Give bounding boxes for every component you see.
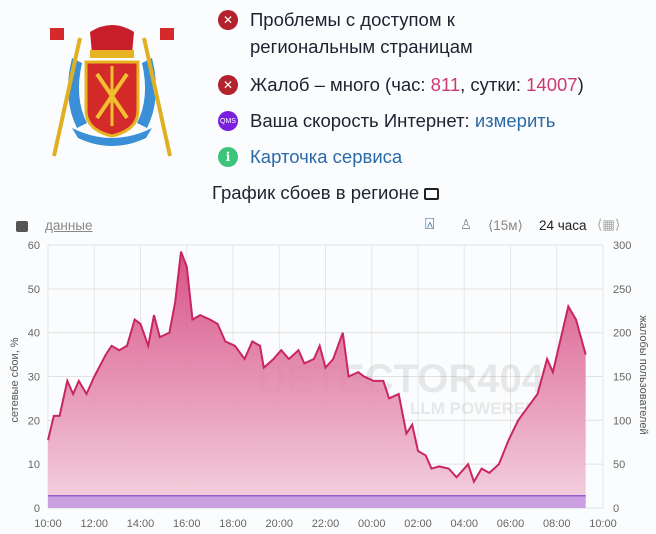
y2-tick-label: 100 — [613, 415, 631, 427]
interval-selector[interactable]: ⟨15м⟩ — [488, 218, 523, 233]
y-tick-label: 60 — [28, 240, 40, 252]
y-tick-label: 0 — [34, 503, 40, 515]
x-tick-label: 10:00 — [589, 518, 617, 530]
error-icon: ✕ — [218, 10, 238, 30]
camera-icon[interactable] — [16, 221, 28, 232]
period-label[interactable]: 24 часа — [539, 218, 587, 233]
info-icon: i — [218, 147, 238, 167]
svg-text:LLM POWERED: LLM POWERED — [410, 399, 538, 418]
calendar-icon[interactable]: ⟨▦⟩ — [597, 217, 621, 232]
y2-tick-label: 150 — [613, 372, 631, 384]
failures-line — [47, 251, 587, 485]
complaints-day: 14007 — [526, 74, 578, 95]
y2-axis-label: жалобы пользователей — [637, 315, 649, 434]
x-tick-label: 10:00 — [34, 518, 62, 530]
status-complaints: ✕ Жалоб – много (час: 811, сутки: 14007) — [218, 71, 584, 98]
y-tick-label: 30 — [28, 372, 40, 384]
status-access-problem: ✕ Проблемы с доступом к региональным стра… — [218, 6, 473, 60]
error-icon: ✕ — [218, 75, 238, 95]
x-tick-label: 14:00 — [127, 518, 155, 530]
saint-petersburg-coat-of-arms — [50, 25, 174, 157]
y2-tick-label: 0 — [613, 503, 619, 515]
y-tick-label: 10 — [28, 459, 40, 471]
watermark: DETECTOR404 LLM POWERED — [258, 357, 545, 418]
x-tick-label: 20:00 — [265, 518, 293, 530]
x-tick-label: 18:00 — [219, 518, 247, 530]
monitor-icon[interactable] — [424, 188, 440, 200]
x-tick-label: 16:00 — [173, 518, 201, 530]
svg-text:DETECTOR404: DETECTOR404 — [258, 357, 545, 401]
y-axis-label: сетевые сбои, % — [9, 337, 21, 422]
data-link[interactable]: данные — [45, 218, 93, 233]
y-tick-label: 20 — [28, 415, 40, 427]
user-icon[interactable]: ♙ — [460, 217, 473, 232]
chart-title: График сбоев в регионе — [212, 182, 440, 204]
x-tick-label: 12:00 — [80, 518, 108, 530]
measure-speed-link[interactable]: измерить — [474, 110, 556, 131]
y2-tick-label: 50 — [613, 459, 625, 471]
y2-tick-label: 250 — [613, 284, 631, 296]
chart-toolbar: данные ⍓ ♙ ⟨15м⟩ 24 часа ⟨▦⟩ — [0, 216, 656, 238]
y-tick-label: 40 — [28, 328, 40, 340]
complaints-area — [48, 495, 586, 508]
status-speed: QMS Ваша скорость Интернет: измерить — [218, 107, 555, 134]
x-tick-label: 22:00 — [312, 518, 340, 530]
y-tick-label: 50 — [28, 284, 40, 296]
complaints-hour: 811 — [430, 74, 461, 95]
x-tick-label: 04:00 — [450, 518, 478, 530]
x-tick-label: 00:00 — [358, 518, 386, 530]
service-card-link[interactable]: Карточка сервиса — [250, 146, 403, 167]
qms-icon: QMS — [218, 111, 238, 131]
status-service-card: i Карточка сервиса — [218, 143, 402, 170]
failures-area — [48, 251, 586, 508]
x-tick-label: 02:00 — [404, 518, 432, 530]
x-tick-label: 08:00 — [543, 518, 571, 530]
x-tick-label: 06:00 — [497, 518, 525, 530]
y2-tick-label: 300 — [613, 240, 631, 252]
y2-tick-label: 200 — [613, 328, 631, 340]
area-chart-icon[interactable]: ⍓ — [425, 216, 435, 233]
